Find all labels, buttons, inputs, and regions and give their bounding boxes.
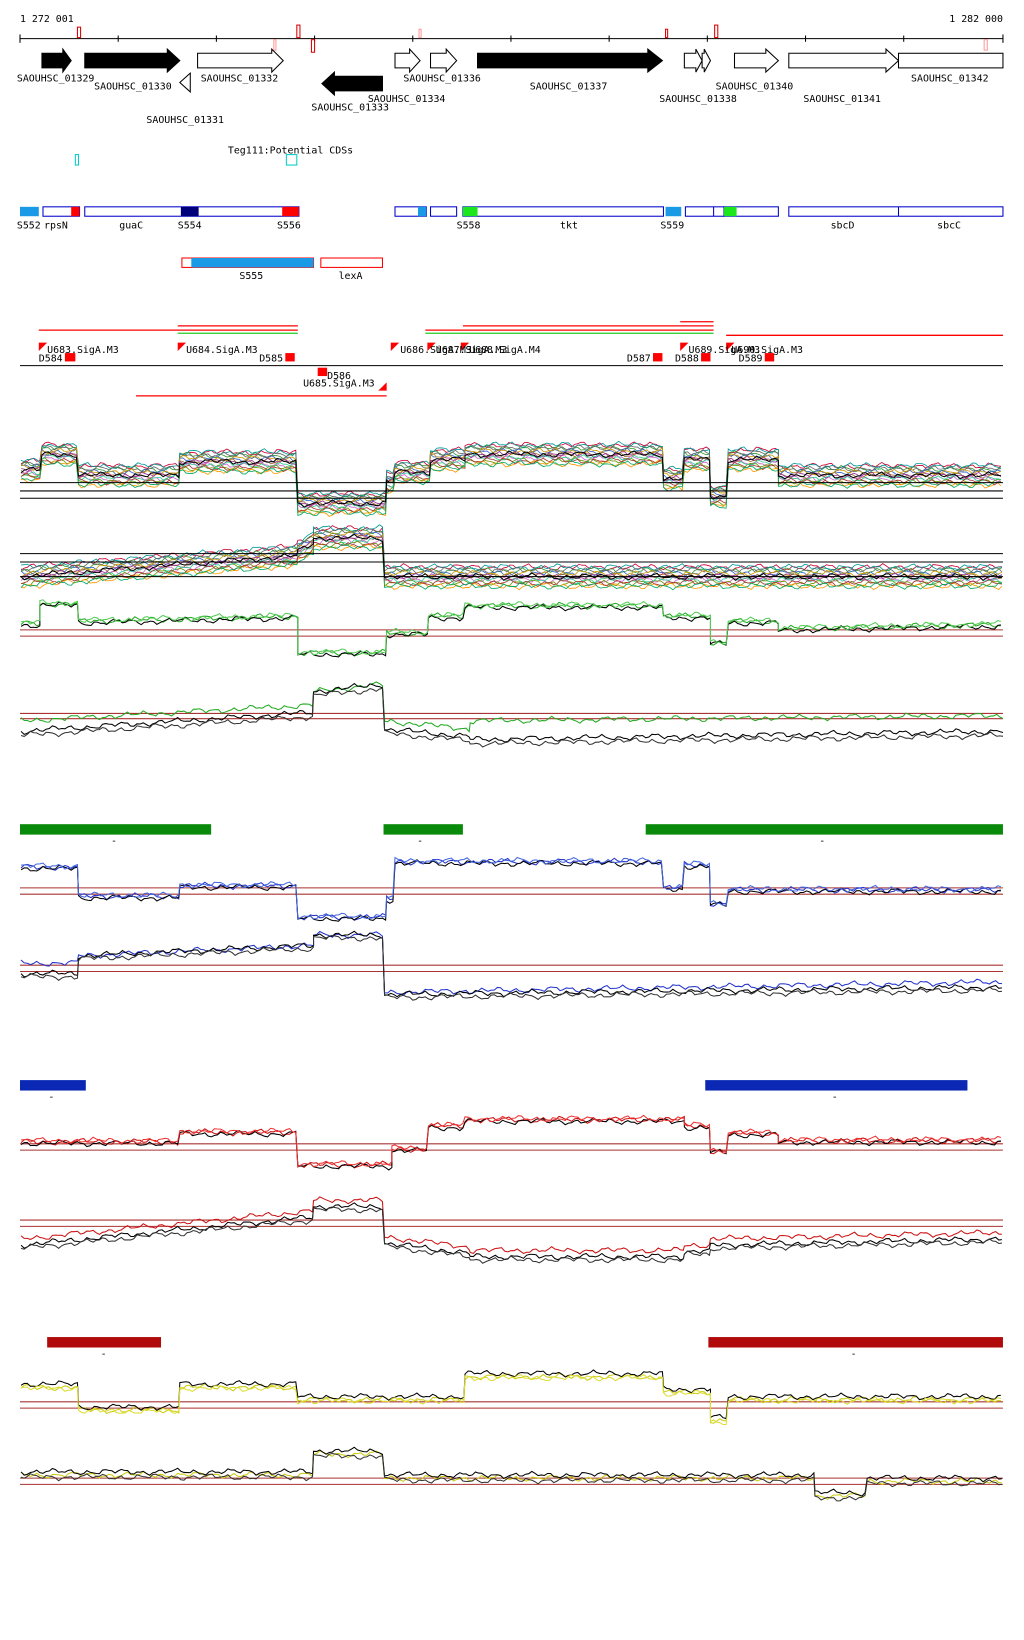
segment-label: S558: [457, 221, 481, 232]
profile-trace: [21, 1373, 1002, 1426]
segment-box: [191, 258, 314, 268]
promoter-label: U685.SigA.M3: [303, 378, 375, 389]
promoter-label: D585: [259, 353, 283, 364]
ruler-marks: [76, 24, 988, 53]
profile-trace: [20, 1196, 1002, 1255]
ruler: [19, 34, 1004, 43]
gene-label: SAOUHSC_01331: [146, 115, 224, 126]
ruler-start: 1 272 001: [20, 14, 74, 25]
profile-trace: [20, 930, 1002, 996]
profile-trace: [20, 528, 1003, 575]
segment-label: sbcD: [831, 221, 855, 232]
condition-label: -: [851, 1349, 857, 1360]
gene-label: SAOUHSC_01337: [530, 82, 608, 93]
profile-trace: [20, 601, 1001, 658]
promoter-label: D584: [39, 353, 63, 364]
segment-label: S556: [277, 221, 301, 232]
segment-label: rpsN: [44, 221, 68, 232]
profile-trace: [20, 1117, 1001, 1171]
gene-label: SAOUHSC_01336: [403, 73, 481, 84]
promoter-label: U690.SigA.M3: [731, 345, 803, 356]
segment-label: guaC: [119, 221, 143, 232]
gene-label: SAOUHSC_01340: [716, 82, 794, 93]
profile-trace: [20, 934, 1002, 1001]
profile-trace: [20, 930, 1002, 998]
gene-arrows: [41, 47, 1004, 97]
promoter-label: U683.SigA.M3: [47, 345, 119, 356]
promoter-label: D587: [627, 353, 651, 364]
profile-trace: [20, 857, 1001, 921]
condition-label: -: [832, 1092, 838, 1103]
promoter-lines: [19, 321, 1003, 397]
gene-label: SAOUHSC_01329: [17, 73, 95, 84]
condition-label: -: [417, 836, 423, 847]
segment-label: S552: [17, 221, 41, 232]
promoter-label: D588: [675, 353, 699, 364]
profile-trace: [20, 1115, 1001, 1169]
profile-trace: [20, 450, 1001, 508]
segment-boxes: [20, 206, 1004, 217]
profile-trace: [20, 1450, 1002, 1501]
promoter-label: U686.SigA.M3: [400, 345, 472, 356]
segment-label: S554: [178, 221, 202, 232]
profile-trace: [20, 687, 1004, 748]
gene-label: SAOUHSC_01341: [803, 94, 881, 105]
profile-trace: [20, 1446, 1002, 1497]
segment-label: tkt: [560, 221, 578, 232]
profile-trace: [21, 599, 1002, 656]
segment-label: lexA: [339, 271, 363, 282]
profile-trace: [20, 1206, 1002, 1264]
promoter-label: D589: [739, 353, 763, 364]
profile-trace: [20, 601, 1001, 657]
promoter-label: U684.SigA.M3: [186, 345, 258, 356]
condition-bars: [20, 824, 1003, 1348]
profile-trace: [20, 682, 1004, 743]
segment-label: S555: [239, 271, 263, 282]
promoter-label: U687.SigA.M3: [436, 345, 508, 356]
profile-trace: [20, 441, 1001, 498]
profile-trace: [20, 859, 1001, 922]
segment-label: S559: [660, 221, 684, 232]
profile-trace: [20, 1202, 1002, 1261]
cds-mark: [285, 154, 298, 166]
gene-label: SAOUHSC_01338: [659, 94, 737, 105]
profile-trace: [20, 543, 1003, 591]
promoter-label: D586: [327, 371, 351, 382]
profile-trace: [20, 459, 1001, 517]
profile-trace: [21, 1114, 1002, 1168]
gene-label: SAOUHSC_01332: [201, 73, 279, 84]
promoter-label: U689.SigA.M3: [689, 345, 761, 356]
gene-label: SAOUHSC_01330: [94, 82, 172, 93]
profile-trace: [20, 1369, 1001, 1420]
track-label: Teg111:Potential CDSs: [228, 145, 353, 156]
promoter-marks: [38, 342, 775, 391]
profile-trace: [21, 856, 1002, 921]
profile-trace: [20, 456, 1001, 514]
profiles: [19, 440, 1004, 1502]
promoter-label: U688.SigA.M4: [469, 345, 541, 356]
profile-trace: [21, 527, 1003, 575]
segment-box: [320, 257, 383, 268]
profile-trace: [20, 440, 1001, 497]
gene-label: SAOUHSC_01333: [311, 103, 389, 114]
profile-trace: [20, 1453, 1002, 1502]
condition-label: -: [101, 1349, 107, 1360]
condition-label: -: [819, 836, 825, 847]
condition-label: -: [111, 836, 117, 847]
profile-trace: [20, 531, 1002, 578]
gene-label: SAOUHSC_01334: [368, 94, 446, 105]
profile-trace: [20, 533, 1002, 581]
profile-trace: [20, 681, 1004, 733]
cds-mark: [74, 154, 80, 166]
segment-label: sbcC: [937, 221, 961, 232]
gene-label: SAOUHSC_01342: [911, 73, 989, 84]
condition-label: -: [48, 1092, 54, 1103]
ruler-end: 1 282 000: [949, 14, 1003, 25]
